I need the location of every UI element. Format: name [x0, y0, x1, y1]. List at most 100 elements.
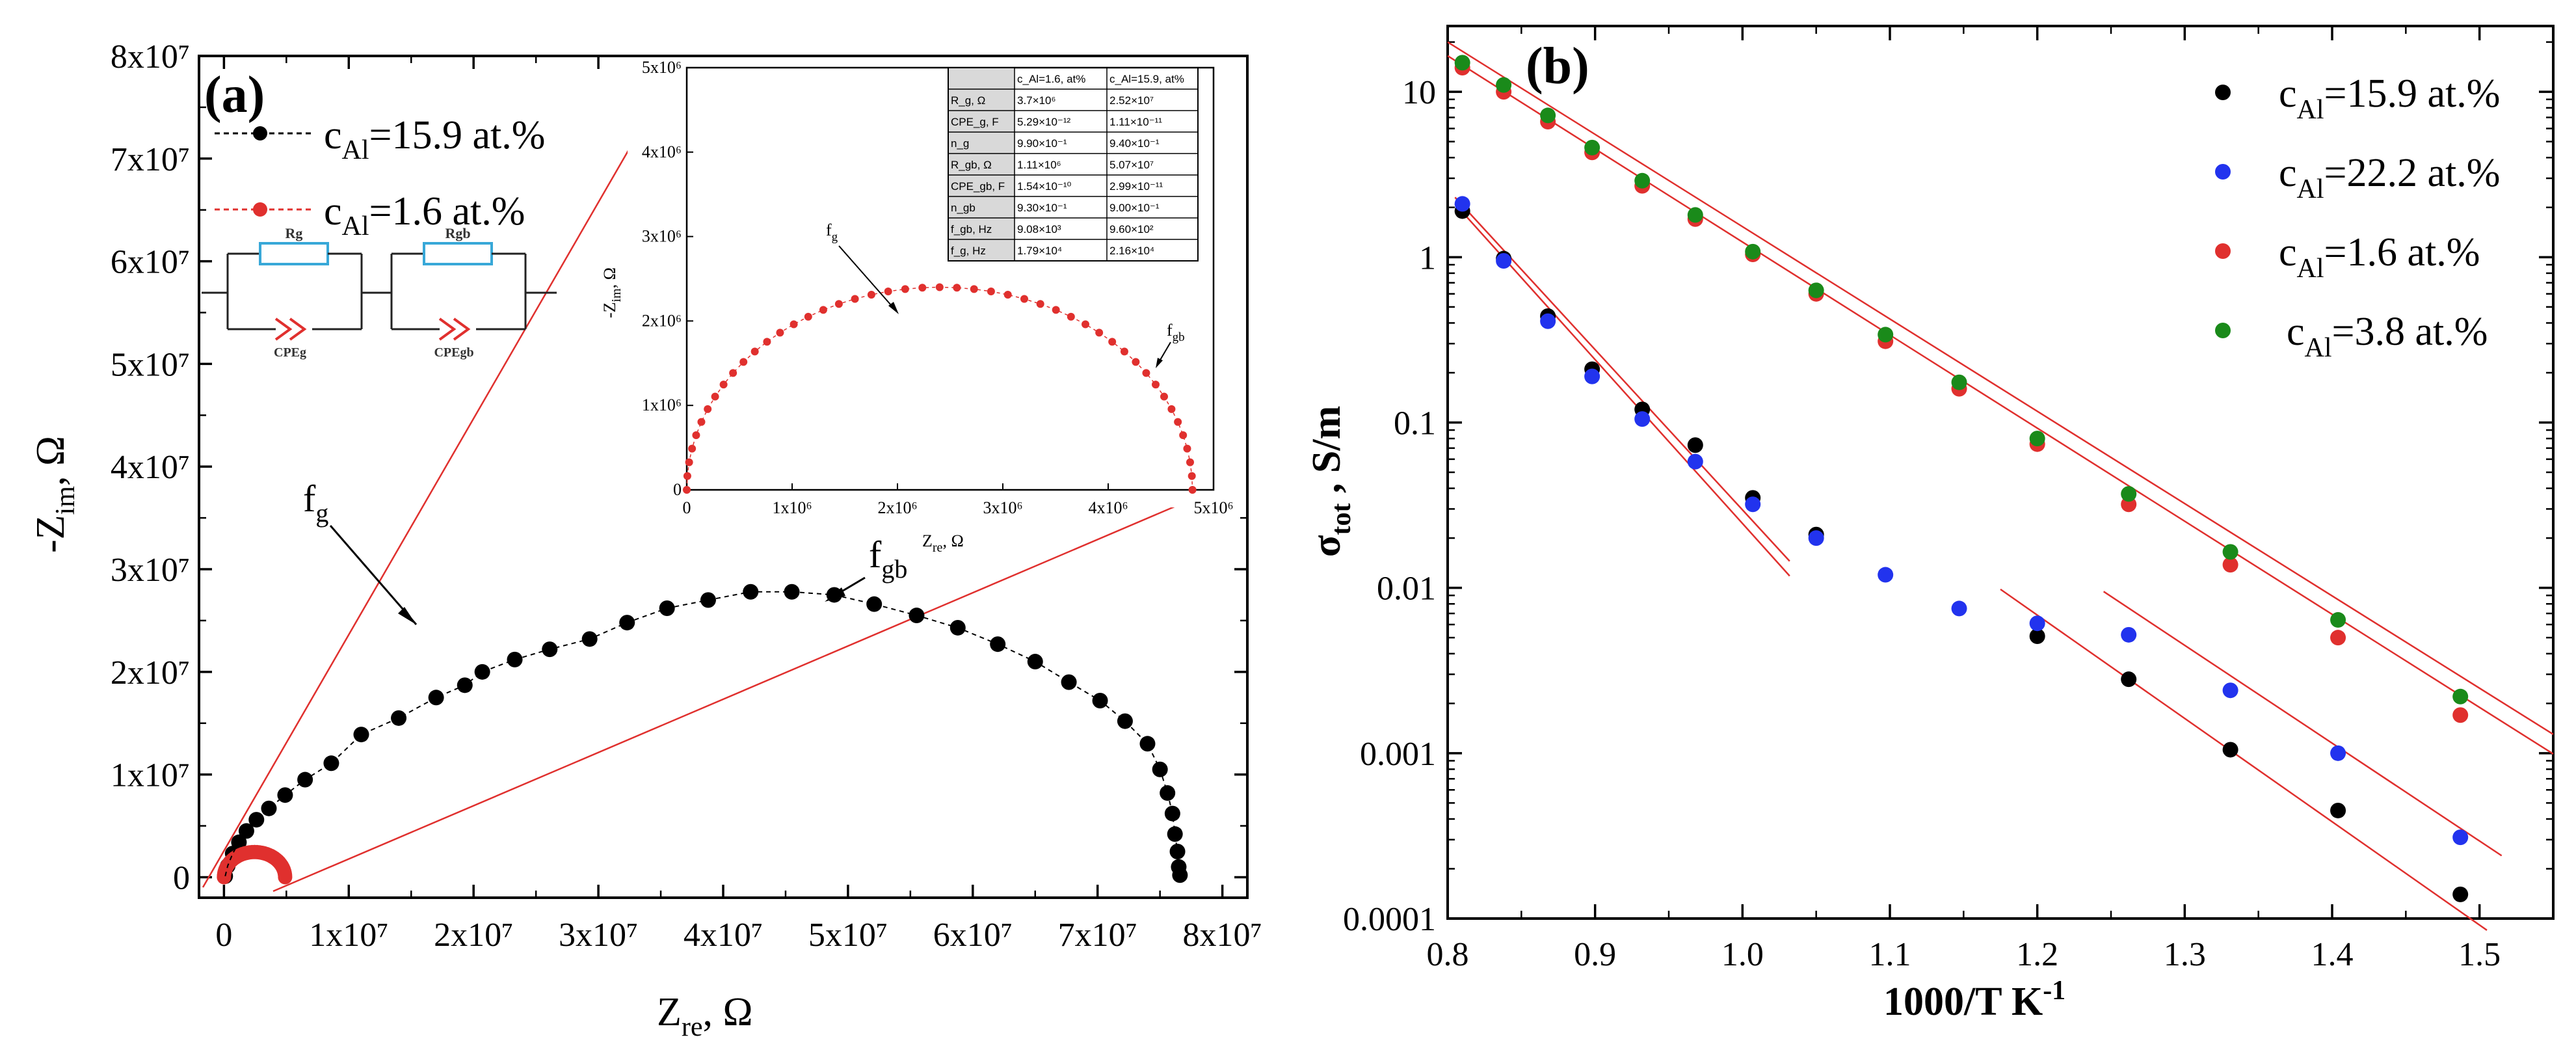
inset-y-tick-label: 4x10⁶ — [642, 142, 682, 161]
inset-data-point — [729, 369, 737, 377]
fit-line — [1454, 203, 1790, 577]
inset-arrow-f-gb-head — [1156, 358, 1163, 368]
panel-a-x-tick-label: 7x10⁷ — [1058, 917, 1137, 954]
legend-b-label: cAl=3.8 at.% — [2287, 310, 2488, 363]
panel-a-x-tick-label: 3x10⁷ — [559, 917, 638, 954]
data-point-b — [2330, 630, 2346, 646]
data-point-b — [2222, 682, 2238, 699]
equivalent-circuit — [202, 242, 557, 341]
inset-table-param-cell: CPE_g, F — [951, 116, 999, 128]
inset-data-point — [1167, 405, 1176, 413]
panel-b-x-tick-label: 1.2 — [2016, 936, 2058, 973]
inset-x-tick-label: 1x10⁶ — [772, 498, 812, 517]
data-point-b — [1687, 437, 1703, 453]
legend-a-marker-black — [253, 126, 267, 141]
zoom-guide-line-lower — [272, 490, 1212, 893]
data-point-b — [1808, 282, 1824, 299]
legend-b-label: cAl=1.6 at.% — [2279, 230, 2480, 284]
panel-a: 0 1x10⁷ 2x10⁷ 3x10⁷ 4x10⁷ 5x10⁷ 6x10⁷ 7x10⁷ 8x10… — [29, 38, 1262, 1042]
inset-data-point — [1179, 431, 1188, 439]
panel-b-legend: cAl=15.9 at.% cAl=22.2 at.% cAl=1.6 at.% cA… — [2215, 72, 2500, 363]
inset-data-point — [1108, 338, 1117, 346]
legend-a-label-red: cAl=1.6 at.% — [324, 189, 525, 241]
inset-table-param-cell: f_g, Hz — [951, 245, 986, 257]
panel-a-y-tick-label: 1x10⁷ — [111, 757, 190, 794]
inset-series-points — [683, 283, 1197, 494]
data-point-b — [1745, 496, 1761, 513]
panel-a-x-tick-label: 0 — [215, 917, 232, 954]
data-point-b — [2452, 707, 2469, 723]
panel-a-series-points — [217, 584, 1188, 885]
inset-data-point — [1174, 418, 1182, 426]
inset-table-value-cell: 9.08×10³ — [1017, 223, 1061, 235]
panel-a-y-axis-label: -Zim, Ω — [29, 436, 81, 553]
panel-a-x-tick-label: 1x10⁷ — [309, 917, 388, 954]
data-point-a-black — [866, 596, 883, 612]
inset-table-value-cell: 9.60×10² — [1109, 223, 1154, 235]
inset-arrow-f-g — [838, 245, 897, 312]
inset-data-point — [1036, 300, 1044, 308]
inset-data-point — [804, 312, 812, 321]
data-point-b — [2029, 431, 2045, 447]
data-point-a-black — [323, 755, 339, 772]
inset-table-value-cell: 2.99×10⁻¹¹ — [1109, 180, 1163, 193]
data-point-a-black — [1164, 805, 1180, 822]
inset-data-point — [935, 283, 944, 291]
inset-y-axis-label: -Zim, Ω — [600, 267, 624, 318]
inset-table-value-cell: 2.16×10⁴ — [1109, 245, 1154, 257]
cpe-gb-symbol — [438, 317, 471, 341]
data-point-b — [2222, 557, 2238, 573]
panel-a-legend: cAl=15.9 at.% cAl=1.6 at.% — [215, 113, 545, 241]
panel-b-x-tick-label: 0.9 — [1574, 936, 1616, 973]
data-point-b — [2222, 742, 2238, 758]
fit-line — [2000, 588, 2488, 931]
inset-data-point — [901, 285, 909, 293]
inset-table-value-cell: 5.29×10⁻¹² — [1017, 116, 1071, 128]
data-point-b — [2121, 626, 2137, 643]
inset-arrow-f-g-head — [888, 302, 899, 314]
inset-table-param-cell: CPE_gb, F — [951, 180, 1005, 193]
inset-table-value-cell: 1.11×10⁻¹¹ — [1109, 116, 1162, 128]
data-point-b — [1540, 313, 1556, 329]
panel-b-y-tick-label: 1 — [1419, 239, 1436, 276]
inset-parameter-table: c_Al=1.6, at% c_Al=15.9, at% R_g, Ω 3.7×10⁶… — [948, 67, 1199, 262]
inset-data-point — [1132, 358, 1140, 366]
inset-table-value-cell: 9.90×10⁻¹ — [1017, 137, 1067, 150]
data-point-b — [1951, 374, 1967, 390]
inset-data-point — [867, 291, 875, 299]
panel-b: 0.8 0.9 1.0 1.1 1.2 1.3 1.4 1.5 0.0001 0.001 0.01 0… — [1305, 25, 2555, 1024]
inset-annotation-f-gb: fgb — [1167, 321, 1185, 344]
circuit-label-cpe-g: CPEg — [274, 345, 306, 360]
inset-annotation-f-g: fg — [826, 221, 838, 244]
panel-a-x-tick-label: 4x10⁷ — [684, 917, 763, 954]
inset-data-point — [1142, 369, 1150, 377]
inset-table-value-cell: 9.40×10⁻¹ — [1109, 137, 1160, 150]
inset-y-tick-label: 2x10⁶ — [642, 311, 682, 330]
panel-a-y-tick-label: 2x10⁷ — [111, 654, 190, 692]
data-point-b — [2029, 628, 2045, 644]
data-point-b — [1454, 55, 1470, 71]
data-point-b — [2029, 615, 2045, 632]
inset-table-header-cell: c_Al=1.6, at% — [1017, 73, 1085, 85]
annotation-f-gb: fgb — [869, 533, 907, 584]
inset-data-point — [953, 284, 961, 292]
panel-b-tick-labels: 0.8 0.9 1.0 1.1 1.2 1.3 1.4 1.5 0.0001 0.001 0.01 0… — [1343, 74, 2501, 973]
panel-b-x-tick-label: 0.8 — [1427, 936, 1469, 973]
panel-a-y-tick-label: 8x10⁷ — [111, 38, 190, 75]
data-point-b — [2452, 886, 2469, 902]
data-point-b — [2330, 745, 2346, 761]
data-point-b — [2452, 688, 2469, 705]
data-point-b — [2330, 802, 2346, 818]
panel-b-x-tick-label: 1.0 — [1721, 936, 1764, 973]
inset-data-point — [1183, 444, 1191, 453]
data-point-b — [2452, 829, 2469, 846]
inset-data-point — [1151, 381, 1160, 389]
data-point-a-black — [1061, 674, 1077, 690]
panel-b-y-tick-label: 0.001 — [1360, 736, 1436, 773]
inset-data-point — [739, 358, 748, 366]
inset-data-point — [683, 472, 691, 480]
inset-x-tick-label: 0 — [683, 498, 691, 517]
data-point-b — [2330, 611, 2346, 628]
panel-a-tick-labels: 0 1x10⁷ 2x10⁷ 3x10⁷ 4x10⁷ 5x10⁷ 6x10⁷ 7x10⁷ 8x10… — [111, 38, 1262, 954]
inset-data-point — [819, 306, 827, 314]
